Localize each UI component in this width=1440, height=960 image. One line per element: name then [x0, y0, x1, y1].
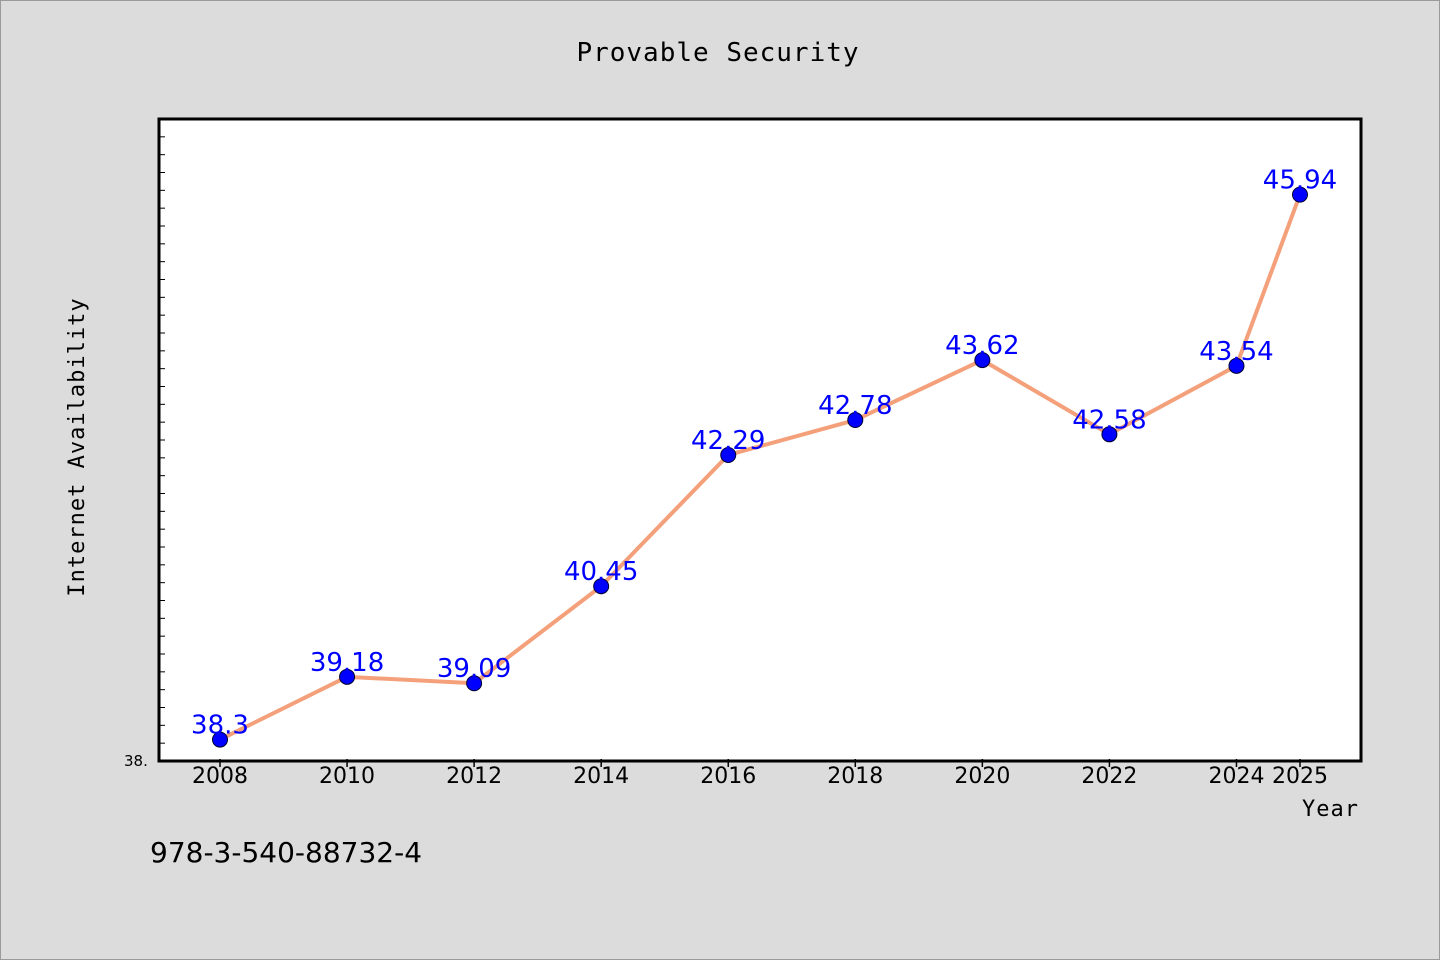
chart-title: Provable Security	[576, 38, 859, 68]
data-label: 39.18	[310, 648, 384, 678]
x-tick-label: 2025	[1272, 764, 1328, 789]
x-tick-label: 2022	[1081, 764, 1137, 789]
data-point	[1228, 357, 1245, 374]
series-line	[219, 193, 1302, 742]
data-point	[339, 668, 356, 685]
x-axis-ticks: 2008 2010 2012 2014 2016 2018 2020 2022 2024 2025	[192, 759, 1328, 789]
series-markers	[212, 186, 1308, 748]
y-axis-title: Internet Availability	[65, 297, 90, 596]
data-label: 42.58	[1072, 405, 1146, 435]
x-tick-label: 2016	[700, 764, 756, 789]
data-label: 43.54	[1199, 337, 1273, 367]
x-tick-label: 2010	[319, 764, 375, 789]
data-label: 38.3	[191, 711, 249, 741]
plot-area	[157, 117, 1363, 763]
data-point	[212, 731, 228, 748]
footer-identifier: 978-3-540-88732-4	[150, 836, 423, 869]
data-labels: 38.3 39.18 39.09 40.45 42.29 42.78 43.62 42.58 4…	[191, 166, 1337, 741]
data-point	[593, 578, 610, 595]
data-point	[1292, 186, 1308, 203]
data-label: 42.29	[691, 426, 765, 456]
data-label: 42.78	[818, 391, 892, 421]
x-tick-label: 2008	[192, 764, 248, 789]
y-tick-label: 38.	[124, 752, 148, 770]
y-minor-ticks	[159, 136, 165, 744]
x-tick-label: 2012	[446, 764, 502, 789]
data-label: 40.45	[564, 557, 638, 587]
data-point	[974, 352, 991, 369]
x-tick-label: 2020	[954, 764, 1010, 789]
x-tick-label: 2014	[573, 764, 629, 789]
data-point	[466, 675, 483, 692]
data-point	[847, 412, 864, 429]
x-tick-label: 2024	[1208, 764, 1264, 789]
data-point	[720, 446, 737, 463]
data-label: 43.62	[945, 331, 1019, 361]
x-axis-title: Year	[1302, 797, 1359, 822]
data-point	[1101, 426, 1118, 443]
data-label: 39.09	[437, 654, 511, 684]
x-tick-label: 2018	[827, 764, 883, 789]
data-label: 45.94	[1263, 166, 1337, 196]
